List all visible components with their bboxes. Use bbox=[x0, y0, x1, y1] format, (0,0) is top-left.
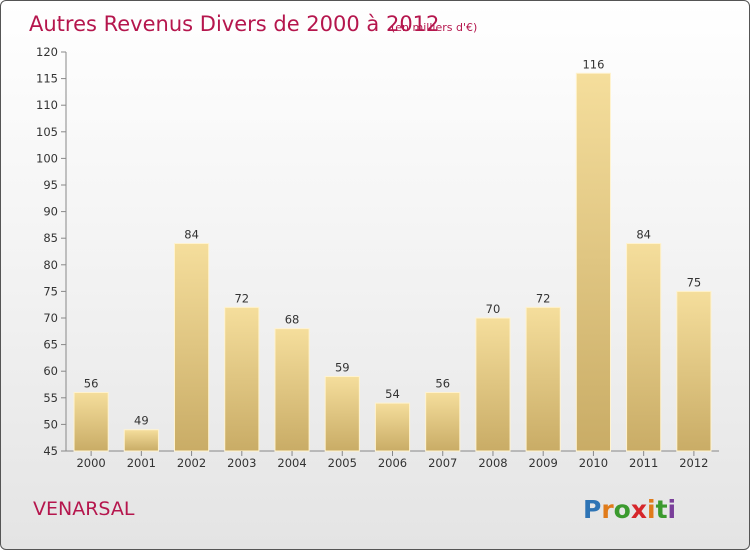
bar bbox=[224, 306, 260, 452]
bar bbox=[626, 243, 662, 452]
data-label: 116 bbox=[582, 57, 604, 71]
x-tick-label: 2008 bbox=[478, 456, 507, 470]
chart-title: Autres Revenus Divers de 2000 à 2012 bbox=[29, 12, 439, 36]
y-tick-label: 100 bbox=[36, 151, 58, 165]
x-tick-label: 2005 bbox=[328, 456, 357, 470]
y-tick-label: 115 bbox=[36, 72, 58, 86]
plot-area: 45 50 55 60 65 70 75 80 85 90 95 100 105 110 115 120 56 2… bbox=[36, 45, 719, 470]
bar bbox=[324, 376, 360, 452]
y-tick-label: 120 bbox=[36, 45, 58, 59]
y-tick-label: 70 bbox=[43, 311, 58, 325]
bar bbox=[425, 391, 461, 452]
x-tick-label: 2004 bbox=[277, 456, 306, 470]
y-tick-label: 45 bbox=[43, 444, 58, 458]
data-label: 75 bbox=[687, 275, 702, 289]
y-tick-label: 105 bbox=[36, 125, 58, 139]
data-label: 70 bbox=[486, 302, 501, 316]
logo-letter: t bbox=[656, 495, 668, 524]
logo-letter: x bbox=[631, 495, 647, 524]
proxiti-logo[interactable]: Proxiti bbox=[583, 495, 676, 524]
bar bbox=[575, 72, 612, 452]
place-name: VENARSAL bbox=[33, 498, 135, 520]
bar bbox=[374, 402, 411, 452]
data-label: 72 bbox=[536, 291, 551, 305]
x-tick-label: 2012 bbox=[679, 456, 708, 470]
x-tick-label: 2011 bbox=[629, 456, 658, 470]
bar bbox=[173, 243, 210, 452]
logo-letter: P bbox=[583, 495, 601, 524]
x-tick-label: 2007 bbox=[428, 456, 457, 470]
data-label: 68 bbox=[285, 313, 300, 327]
data-label: 84 bbox=[184, 228, 199, 242]
data-label: 59 bbox=[335, 361, 350, 375]
data-label: 49 bbox=[134, 414, 149, 428]
data-label: 54 bbox=[385, 387, 400, 401]
y-tick-label: 90 bbox=[43, 205, 58, 219]
bar bbox=[475, 317, 511, 452]
bar bbox=[676, 290, 712, 452]
x-tick-label: 2000 bbox=[76, 456, 105, 470]
data-label: 56 bbox=[435, 376, 450, 390]
y-tick-label: 65 bbox=[43, 338, 58, 352]
logo-letter: r bbox=[601, 495, 614, 524]
y-tick-label: 80 bbox=[43, 258, 58, 272]
x-tick-label: 2010 bbox=[579, 456, 608, 470]
y-tick-label: 50 bbox=[43, 417, 58, 431]
data-label: 72 bbox=[234, 291, 249, 305]
y-tick-label: 55 bbox=[43, 391, 58, 405]
x-tick-label: 2006 bbox=[378, 456, 407, 470]
y-tick-label: 75 bbox=[43, 284, 58, 298]
logo-letter: i bbox=[647, 495, 656, 524]
x-tick-label: 2009 bbox=[529, 456, 558, 470]
x-tick-label: 2001 bbox=[127, 456, 156, 470]
bar bbox=[274, 328, 310, 452]
y-tick-label: 60 bbox=[43, 364, 58, 378]
x-tick-label: 2002 bbox=[177, 456, 206, 470]
data-label: 56 bbox=[84, 376, 99, 390]
bar bbox=[123, 429, 159, 452]
bar bbox=[525, 306, 561, 452]
chart-unit: (en milliers d'€) bbox=[391, 21, 477, 34]
logo-letter: i bbox=[668, 495, 677, 524]
y-tick-label: 110 bbox=[36, 98, 58, 112]
logo-letter: o bbox=[614, 495, 631, 524]
x-tick-label: 2003 bbox=[227, 456, 256, 470]
y-tick-label: 85 bbox=[43, 231, 58, 245]
y-tick-label: 95 bbox=[43, 178, 58, 192]
bar bbox=[73, 391, 109, 452]
data-label: 84 bbox=[636, 228, 651, 242]
